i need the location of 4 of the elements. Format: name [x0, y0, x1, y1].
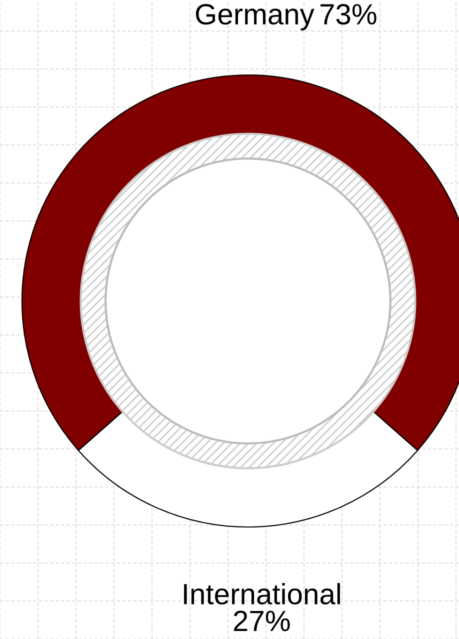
slice-label: Germany — [196, 4, 314, 30]
data-label: 27% — [234, 610, 290, 632]
data-label: 73% — [320, 4, 376, 25]
slice-label: International — [184, 583, 340, 604]
